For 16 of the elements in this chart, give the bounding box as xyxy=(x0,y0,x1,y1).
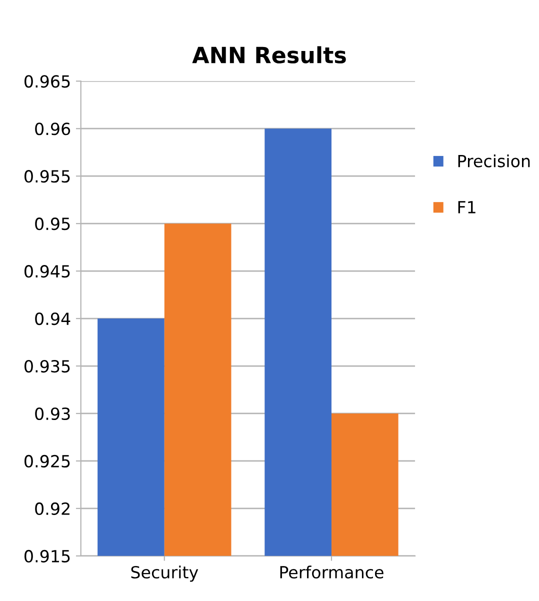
y-tick-label: 0.955 xyxy=(24,170,70,183)
x-tick-label: Performance xyxy=(280,566,384,579)
y-tick-label: 0.94 xyxy=(35,312,70,326)
chart-title: ANN Results xyxy=(192,46,346,64)
y-tick-label: 0.925 xyxy=(24,454,70,468)
y-tick-label: 0.965 xyxy=(24,75,70,88)
y-tick-label: 0.96 xyxy=(35,122,70,136)
legend-label: F1 xyxy=(458,201,476,214)
y-tick-label: 0.915 xyxy=(24,550,70,562)
y-tick-label: 0.945 xyxy=(24,265,70,278)
y-tick-label: 0.935 xyxy=(24,360,70,373)
legend-label: Precision xyxy=(458,154,530,168)
y-tick-label: 0.95 xyxy=(35,218,70,230)
y-tick-label: 0.92 xyxy=(35,502,70,516)
x-tick-label: Security xyxy=(131,566,198,582)
y-tick-label: 0.93 xyxy=(35,407,70,420)
